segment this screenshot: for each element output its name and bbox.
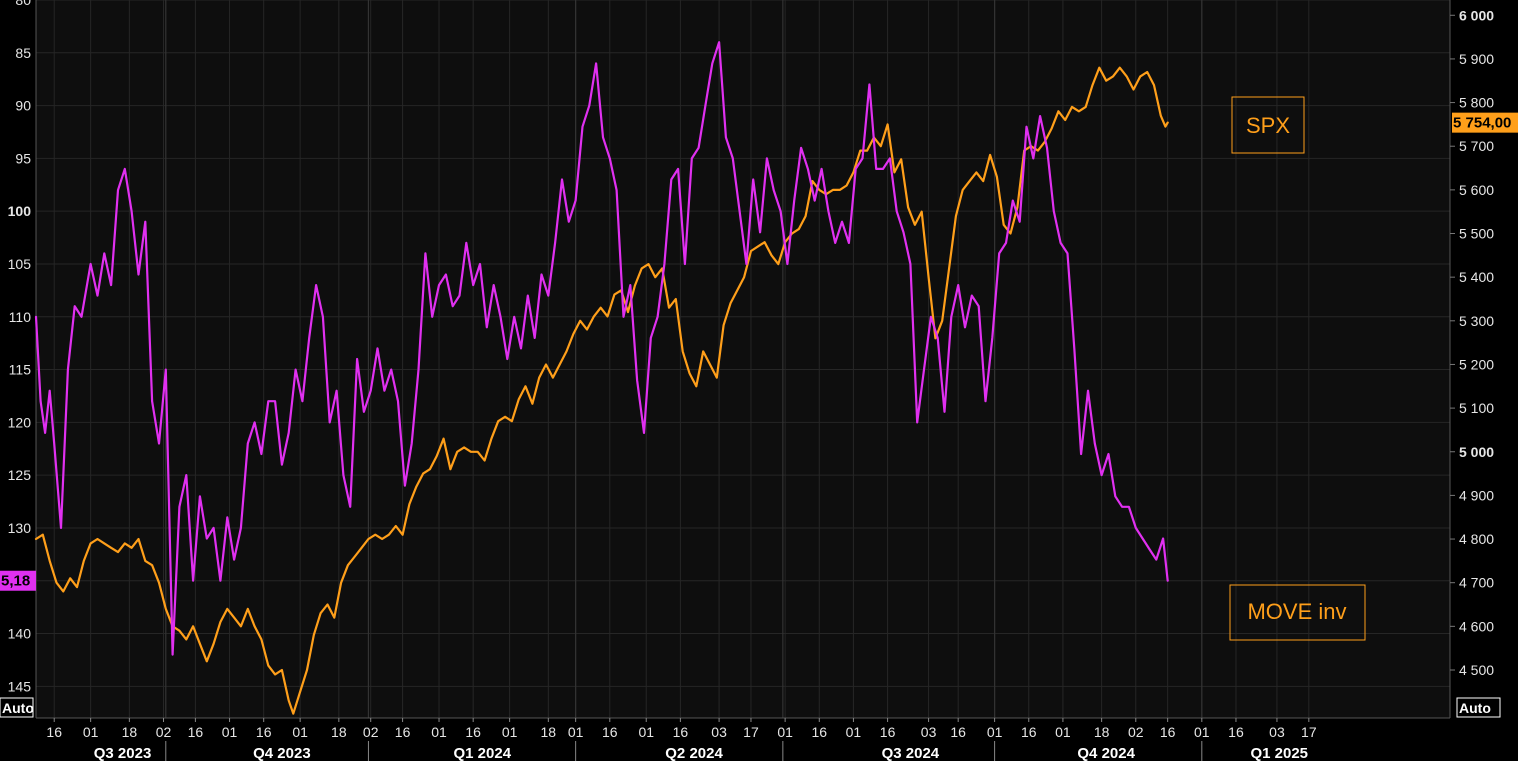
x-tick-label: 01 [638,724,654,740]
legend-label-spx: SPX [1246,113,1290,138]
quarter-label: Q2 2024 [665,745,723,761]
left-tick-label: 125 [8,467,32,483]
x-tick-label: 01 [83,724,99,740]
x-tick-label: 01 [777,724,793,740]
quarter-label: Q1 2024 [454,745,512,761]
x-tick-label: 02 [156,724,172,740]
left-tick-label: 115 [9,362,32,378]
left-tick-label: 145 [8,678,32,694]
x-tick-label: 01 [1055,724,1071,740]
right-tick-label: 4 600 [1459,618,1494,634]
right-tick-label: 5 500 [1459,226,1494,242]
series-line-move-inv [34,41,1169,656]
x-tick-label: 17 [743,724,759,740]
x-tick-label: 16 [188,724,204,740]
right-tick-label: 5 000 [1459,444,1494,460]
right-tick-label: 6 000 [1459,7,1494,23]
left-auto-label: Auto [2,700,34,716]
move-last-value-label: 5,18 [1,573,30,590]
right-tick-label: 5 100 [1459,400,1494,416]
x-tick-label: 03 [711,724,727,740]
x-tick-label: 03 [1269,724,1285,740]
x-tick-label: 03 [921,724,937,740]
quarter-label: Q1 2025 [1250,745,1308,761]
x-tick-label: 16 [395,724,411,740]
x-tick-label: 16 [811,724,827,740]
right-tick-label: 5 700 [1459,138,1494,154]
x-tick-label: 01 [846,724,862,740]
right-tick-label: 5 600 [1459,182,1494,198]
x-tick-label: 16 [880,724,896,740]
quarter-label: Q3 2023 [94,745,152,761]
x-tick-label: 02 [363,724,379,740]
x-tick-label: 01 [1194,724,1210,740]
x-tick-label: 01 [431,724,447,740]
right-auto-button [1456,697,1501,718]
x-tick-label: 16 [1228,724,1244,740]
right-tick-label: 5 900 [1459,51,1494,67]
grid-layer [35,0,1451,719]
x-tick-label: 16 [46,724,62,740]
right-tick-label: 4 500 [1459,662,1494,678]
x-tick-label: 17 [1301,724,1317,740]
x-tick-label: 16 [256,724,272,740]
left-tick-label: 140 [8,626,32,642]
x-tick-label: 01 [987,724,1003,740]
quarter-label: Q3 2024 [882,745,940,761]
right-tick-label: 5 300 [1459,313,1494,329]
x-tick-label: 16 [465,724,481,740]
x-tick-label: 18 [122,724,138,740]
x-tick-label: 16 [602,724,618,740]
left-tick-label: 110 [9,309,32,325]
legend-box-move [1229,584,1366,641]
right-auto-label: Auto [1459,700,1491,716]
spx-last-value-label: 5 754,00 [1453,115,1511,132]
legend-box-spx [1231,96,1305,154]
right-tick-label: 5 800 [1459,95,1494,111]
left-axis: 80 85 90 95 100 105 110 115 120 125 130 140 145 5,18 A… [0,0,36,718]
x-tick-label: 16 [673,724,689,740]
x-tick-label: 02 [1128,724,1144,740]
x-tick-label: 01 [292,724,308,740]
right-tick-label: 4 700 [1459,575,1494,591]
x-axis: 16 01 18 02 16 01 16 01 18 02 16 01 16 01 18 01 16 01 16 03… [46,718,1317,761]
spx-last-value-tag [1452,112,1518,133]
left-tick-label: 85 [15,45,31,61]
x-tick-label: 16 [1160,724,1176,740]
left-tick-label: 105 [8,256,32,272]
left-tick-label: 80 [15,0,31,8]
legend-label-move: MOVE inv [1247,599,1346,624]
x-tick-label: 01 [502,724,518,740]
x-tick-label: 18 [331,724,347,740]
right-tick-label: 5 400 [1459,269,1494,285]
left-auto-button [0,697,34,718]
left-tick-label: 130 [8,520,32,536]
x-tick-label: 18 [541,724,557,740]
x-tick-label: 16 [1021,724,1037,740]
series-layer [34,41,1169,715]
series-line-spx [34,66,1169,715]
x-tick-label: 01 [568,724,584,740]
x-tick-label: 18 [1094,724,1110,740]
right-axis: 6 000 5 900 5 800 5 700 5 600 5 500 5 400 5 300… [1450,7,1518,718]
quarter-label: Q4 2023 [253,745,311,761]
legend-layer: SPX MOVE inv [1229,96,1366,641]
plot-background [36,0,1450,718]
x-tick-label: 01 [222,724,238,740]
move-last-value-tag [0,570,36,591]
right-tick-label: 5 200 [1459,356,1494,372]
left-tick-label: 100 [8,203,32,219]
right-tick-label: 4 800 [1459,531,1494,547]
x-tick-label: 16 [950,724,966,740]
left-tick-label: 90 [15,98,31,114]
right-tick-label: 4 900 [1459,487,1494,503]
left-tick-label: 95 [15,150,31,166]
left-tick-label: 120 [8,414,32,430]
quarter-label: Q4 2024 [1077,745,1135,761]
